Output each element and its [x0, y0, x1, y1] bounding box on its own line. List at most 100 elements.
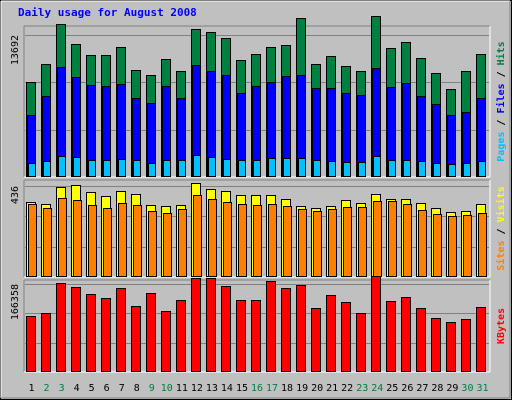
bar-kbytes-day-31 [476, 307, 486, 372]
bar-pages-day-17 [268, 158, 276, 177]
x-tick-day-8: 8 [134, 383, 140, 394]
bar-pages-day-1 [28, 163, 36, 177]
x-tick-day-12: 12 [191, 383, 203, 394]
x-tick-day-4: 4 [74, 383, 80, 394]
y-tick-label: 436 [10, 186, 21, 204]
x-tick-day-30: 30 [461, 383, 473, 394]
x-tick-day-23: 23 [356, 383, 368, 394]
bar-pages-day-24 [373, 156, 381, 177]
bar-sites-day-25 [388, 201, 397, 277]
bar-kbytes-day-5 [86, 294, 96, 372]
bar-sites-day-31 [478, 213, 487, 277]
bar-kbytes-day-20 [311, 308, 321, 372]
bar-sites-day-21 [328, 209, 337, 277]
bar-kbytes-day-3 [56, 283, 66, 372]
bar-sites-day-14 [223, 202, 232, 277]
bar-kbytes-day-15 [236, 300, 246, 372]
bar-sites-day-20 [313, 211, 322, 277]
bar-kbytes-day-10 [161, 311, 171, 372]
legend-entry: Sites [495, 241, 507, 271]
bar-sites-day-26 [403, 204, 412, 277]
bar-kbytes-day-14 [221, 286, 231, 372]
bar-pages-day-20 [313, 160, 321, 177]
x-tick-day-27: 27 [416, 383, 428, 394]
bar-sites-day-8 [133, 205, 142, 277]
bar-sites-day-13 [208, 199, 217, 277]
bar-sites-day-7 [118, 203, 127, 277]
bar-pages-day-30 [463, 163, 471, 177]
x-tick-day-14: 14 [221, 383, 233, 394]
x-tick-day-15: 15 [236, 383, 248, 394]
legend-kbytes: KBytes [496, 308, 507, 344]
bar-sites-day-30 [463, 215, 472, 277]
x-tick-day-19: 19 [296, 383, 308, 394]
bar-pages-day-15 [238, 160, 246, 177]
legend-entry: Pages [496, 132, 507, 162]
bar-pages-day-25 [388, 160, 396, 177]
bar-kbytes-day-13 [206, 278, 216, 372]
x-tick-day-28: 28 [431, 383, 443, 394]
bar-pages-day-6 [103, 160, 111, 177]
bar-kbytes-day-27 [416, 308, 426, 372]
bar-pages-day-14 [223, 159, 231, 177]
legend-entry: / [496, 114, 507, 132]
legend-visits-sites: Sites / Visits [495, 186, 507, 270]
x-tick-day-17: 17 [266, 383, 278, 394]
y-tick-label: 13692 [10, 35, 21, 65]
bar-pages-day-8 [133, 160, 141, 177]
bar-sites-day-2 [43, 208, 52, 277]
bar-kbytes-day-30 [461, 319, 471, 372]
bar-kbytes-day-7 [116, 288, 126, 372]
bar-kbytes-day-25 [386, 301, 396, 372]
bar-pages-day-28 [433, 163, 441, 177]
bar-pages-day-29 [448, 164, 456, 177]
bar-kbytes-day-19 [296, 285, 306, 372]
bar-pages-day-4 [73, 157, 81, 177]
bar-pages-day-12 [193, 155, 201, 177]
bar-sites-day-4 [73, 200, 82, 277]
bar-kbytes-day-23 [356, 313, 366, 372]
bar-sites-day-24 [373, 201, 382, 277]
bar-sites-day-18 [283, 206, 292, 277]
bar-pages-day-10 [163, 160, 171, 177]
x-tick-day-2: 2 [44, 383, 50, 394]
bar-pages-day-31 [478, 161, 486, 177]
bar-kbytes-day-12 [191, 278, 201, 372]
x-tick-day-10: 10 [161, 383, 173, 394]
bar-pages-day-22 [343, 162, 351, 177]
x-axis-tick-labels: 1 2 3 4 5 6 7 8 9 10 11 12 13 14 15 16 17 18 19 20 21 22 23 24 2… [29, 383, 489, 394]
bar-kbytes-day-2 [41, 313, 51, 372]
bar-sites-day-9 [148, 211, 157, 277]
bar-sites-day-6 [103, 208, 112, 277]
bar-kbytes-day-8 [131, 306, 141, 372]
bar-sites-day-3 [58, 198, 67, 277]
x-tick-day-25: 25 [386, 383, 398, 394]
legend-entry: Hits [495, 41, 507, 65]
panel-hits-files-pages: 13692 Pages / Files / Hits [10, 16, 507, 178]
chart-panels: 13692 Pages / Files / Hits 436 Sites / Visi… [10, 16, 507, 373]
legend-entry: / [496, 65, 507, 83]
x-tick-day-5: 5 [89, 383, 95, 394]
bar-kbytes-day-22 [341, 302, 351, 372]
bar-kbytes-day-1 [26, 316, 36, 372]
bar-sites-day-10 [163, 213, 172, 277]
x-tick-day-20: 20 [311, 383, 323, 394]
bar-kbytes-day-26 [401, 297, 411, 372]
bar-pages-day-13 [208, 157, 216, 177]
x-tick-day-13: 13 [206, 383, 218, 394]
panel-visits-sites: 436 Sites / Visits [10, 179, 507, 278]
bar-sites-day-27 [418, 210, 427, 277]
bar-sites-day-23 [358, 207, 367, 277]
x-tick-day-31: 31 [476, 383, 488, 394]
bar-kbytes-day-6 [101, 298, 111, 372]
bar-sites-day-12 [193, 195, 202, 277]
bar-pages-day-19 [298, 158, 306, 177]
bar-pages-day-21 [328, 161, 336, 177]
bar-kbytes-day-18 [281, 288, 291, 372]
bar-pages-day-7 [118, 159, 126, 177]
bar-sites-day-19 [298, 209, 307, 277]
legend-entry: Visits [495, 186, 507, 222]
bar-kbytes-day-29 [446, 322, 456, 372]
x-tick-day-22: 22 [341, 383, 353, 394]
